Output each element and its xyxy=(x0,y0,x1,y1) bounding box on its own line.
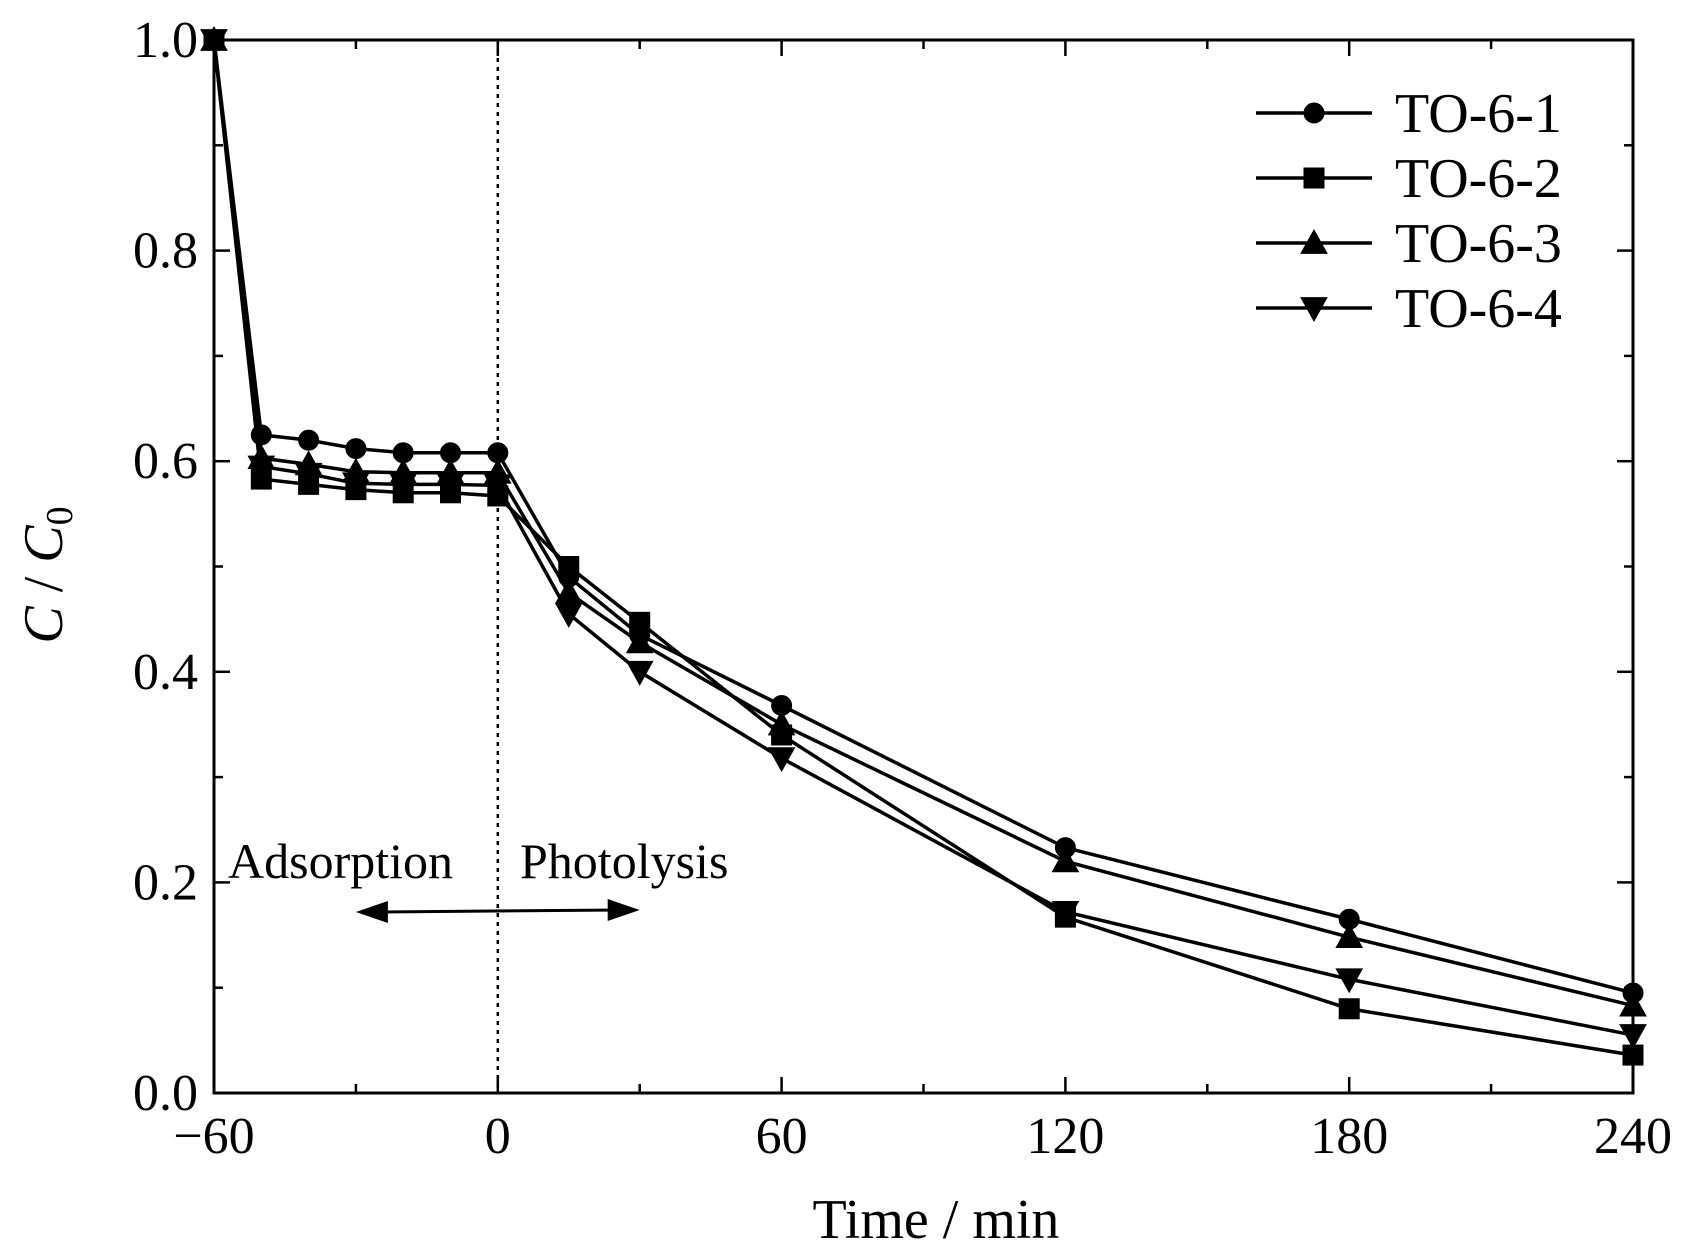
data-point xyxy=(767,747,796,773)
legend-marker xyxy=(1300,297,1328,323)
data-point xyxy=(342,472,370,498)
data-point xyxy=(558,556,580,577)
x-tick-label: 120 xyxy=(1026,1108,1104,1165)
data-point xyxy=(554,602,583,628)
y-tick-label: 1.0 xyxy=(133,12,198,69)
legend-label: TO-6-3 xyxy=(1395,213,1562,275)
x-tick-label: 60 xyxy=(756,1108,808,1165)
legend-marker xyxy=(1303,102,1325,124)
y-axis-title: C / C0 xyxy=(13,506,81,643)
legend-label: TO-6-4 xyxy=(1395,278,1562,340)
legend-label: TO-6-1 xyxy=(1395,83,1562,145)
legend-marker xyxy=(1303,167,1325,189)
legend-marker xyxy=(1300,228,1328,254)
y-axis-title-c: C xyxy=(13,606,75,644)
data-point xyxy=(436,473,465,499)
x-tick-label: −60 xyxy=(173,1108,254,1165)
y-tick-label: 0.8 xyxy=(133,223,198,280)
y-axis-title-separator: / xyxy=(13,563,75,607)
x-tick-label: 240 xyxy=(1594,1108,1672,1165)
legend-label: TO-6-2 xyxy=(1395,148,1562,210)
x-tick-label: 180 xyxy=(1310,1108,1388,1165)
data-point xyxy=(298,429,320,451)
phase-arrow-line xyxy=(375,908,620,914)
data-point xyxy=(625,660,654,686)
data-point xyxy=(345,438,367,460)
legend-item: TO-6-1 xyxy=(1256,83,1562,145)
data-point xyxy=(294,462,323,488)
data-point xyxy=(1051,900,1080,926)
y-tick-label: 0.2 xyxy=(133,854,198,911)
annotation-adsorption: Adsorption xyxy=(228,833,453,889)
data-point xyxy=(389,473,418,499)
y-tick-label: 0.0 xyxy=(133,1065,198,1122)
data-point xyxy=(1051,847,1080,873)
data-point xyxy=(247,455,276,481)
y-tick-label: 0.4 xyxy=(133,644,198,701)
data-point xyxy=(1335,968,1364,994)
axes-layer: −60 0 60 120 180 240 0.0 0.2 0.4 0.6 0.8 1.0 xyxy=(133,12,1672,1165)
y-axis-title-subscript: 0 xyxy=(39,506,81,525)
data-point xyxy=(1335,923,1364,949)
series-TO-6-4 xyxy=(200,29,1647,1050)
legend-item: TO-6-2 xyxy=(1256,148,1562,210)
annotation-photolysis: Photolysis xyxy=(520,833,728,889)
y-tick-label: 0.6 xyxy=(133,433,198,490)
x-axis-title: Time / min xyxy=(813,1189,1060,1251)
y-axis-title-c0: C xyxy=(13,525,75,563)
legend-item: TO-6-4 xyxy=(1256,278,1562,340)
legend: TO-6-1TO-6-2TO-6-3TO-6-4 xyxy=(1256,83,1562,340)
data-point xyxy=(1338,998,1360,1020)
arrowhead-left-icon xyxy=(355,901,388,923)
data-point xyxy=(767,710,796,736)
x-tick-label: 0 xyxy=(485,1108,511,1165)
plot-layer xyxy=(200,25,1647,1066)
arrowhead-right-icon xyxy=(607,899,640,921)
legend-item: TO-6-3 xyxy=(1256,213,1562,275)
data-point xyxy=(625,628,654,654)
